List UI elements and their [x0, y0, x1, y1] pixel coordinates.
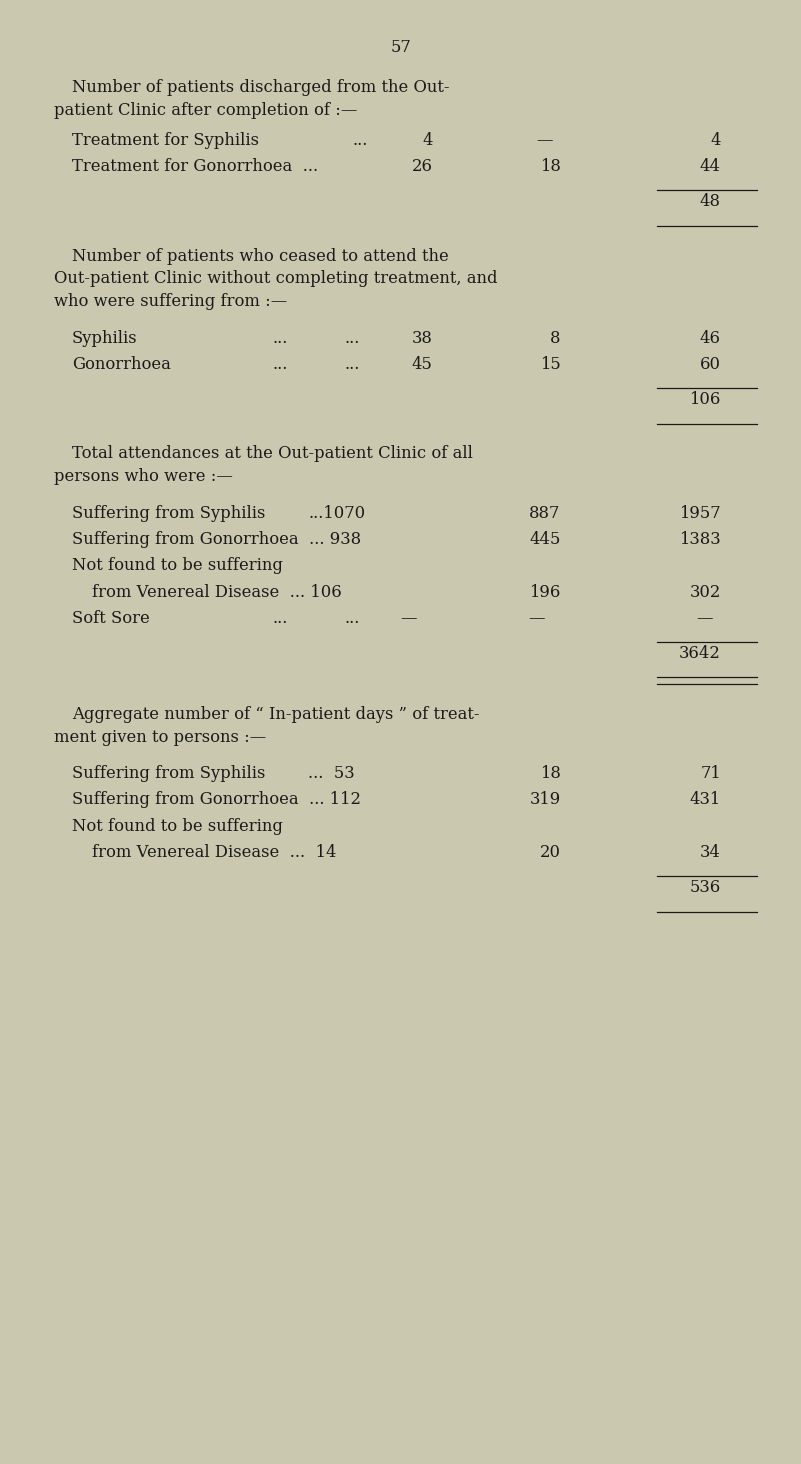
Text: 45: 45 [412, 356, 433, 373]
Text: persons who were :—: persons who were :— [54, 468, 233, 485]
Text: ...: ... [344, 356, 360, 373]
Text: 196: 196 [529, 584, 561, 600]
Text: Syphilis: Syphilis [72, 329, 138, 347]
Text: 60: 60 [700, 356, 721, 373]
Text: 1957: 1957 [679, 505, 721, 521]
Text: ...: ... [352, 132, 368, 149]
Text: 71: 71 [700, 766, 721, 782]
Text: Treatment for Gonorrhoea  ...: Treatment for Gonorrhoea ... [72, 158, 318, 176]
Text: Number of patients who ceased to attend the: Number of patients who ceased to attend … [72, 247, 449, 265]
Text: ...: ... [272, 610, 288, 627]
Text: from Venereal Disease  ... 106: from Venereal Disease ... 106 [92, 584, 342, 600]
Text: Not found to be suffering: Not found to be suffering [72, 818, 283, 834]
Text: 46: 46 [700, 329, 721, 347]
Text: 8: 8 [550, 329, 561, 347]
Text: Aggregate number of “ In-patient days ” of treat-: Aggregate number of “ In-patient days ” … [72, 706, 480, 723]
Text: Suffering from Gonorrhoea  ... 112: Suffering from Gonorrhoea ... 112 [72, 792, 361, 808]
Text: ...: ... [344, 610, 360, 627]
Text: —: — [537, 132, 553, 149]
Text: Not found to be suffering: Not found to be suffering [72, 558, 283, 574]
Text: 15: 15 [540, 356, 561, 373]
Text: 319: 319 [529, 792, 561, 808]
Text: —: — [697, 610, 713, 627]
Text: 302: 302 [690, 584, 721, 600]
Text: 20: 20 [540, 845, 561, 861]
Text: 48: 48 [700, 193, 721, 211]
Text: 4: 4 [710, 132, 721, 149]
Text: 26: 26 [412, 158, 433, 176]
Text: ...1070: ...1070 [308, 505, 365, 521]
Text: 4: 4 [422, 132, 433, 149]
Text: ...: ... [344, 329, 360, 347]
Text: Gonorrhoea: Gonorrhoea [72, 356, 171, 373]
Text: —: — [400, 610, 417, 627]
Text: 44: 44 [700, 158, 721, 176]
Text: Suffering from Syphilis: Suffering from Syphilis [72, 505, 265, 521]
Text: Suffering from Syphilis: Suffering from Syphilis [72, 766, 265, 782]
Text: Soft Sore: Soft Sore [72, 610, 150, 627]
Text: 18: 18 [540, 766, 561, 782]
Text: 536: 536 [690, 880, 721, 896]
Text: Total attendances at the Out-patient Clinic of all: Total attendances at the Out-patient Cli… [72, 445, 473, 463]
Text: 106: 106 [690, 391, 721, 408]
Text: Treatment for Syphilis: Treatment for Syphilis [72, 132, 259, 149]
Text: Suffering from Gonorrhoea  ... 938: Suffering from Gonorrhoea ... 938 [72, 531, 361, 548]
Text: who were suffering from :—: who were suffering from :— [54, 293, 288, 310]
Text: 887: 887 [529, 505, 561, 521]
Text: 431: 431 [690, 792, 721, 808]
Text: 18: 18 [540, 158, 561, 176]
Text: Number of patients discharged from the Out-: Number of patients discharged from the O… [72, 79, 449, 97]
Text: ...: ... [272, 329, 288, 347]
Text: 57: 57 [390, 40, 411, 56]
Text: from Venereal Disease  ...  14: from Venereal Disease ... 14 [92, 845, 336, 861]
Text: patient Clinic after completion of :—: patient Clinic after completion of :— [54, 102, 358, 119]
Text: —: — [529, 610, 545, 627]
Text: ...  53: ... 53 [308, 766, 355, 782]
Text: ...: ... [272, 356, 288, 373]
Text: 34: 34 [700, 845, 721, 861]
Text: 445: 445 [529, 531, 561, 548]
Text: 3642: 3642 [679, 646, 721, 662]
Text: Out-patient Clinic without completing treatment, and: Out-patient Clinic without completing tr… [54, 271, 498, 287]
Text: 1383: 1383 [679, 531, 721, 548]
Text: ment given to persons :—: ment given to persons :— [54, 729, 267, 745]
Text: 38: 38 [412, 329, 433, 347]
